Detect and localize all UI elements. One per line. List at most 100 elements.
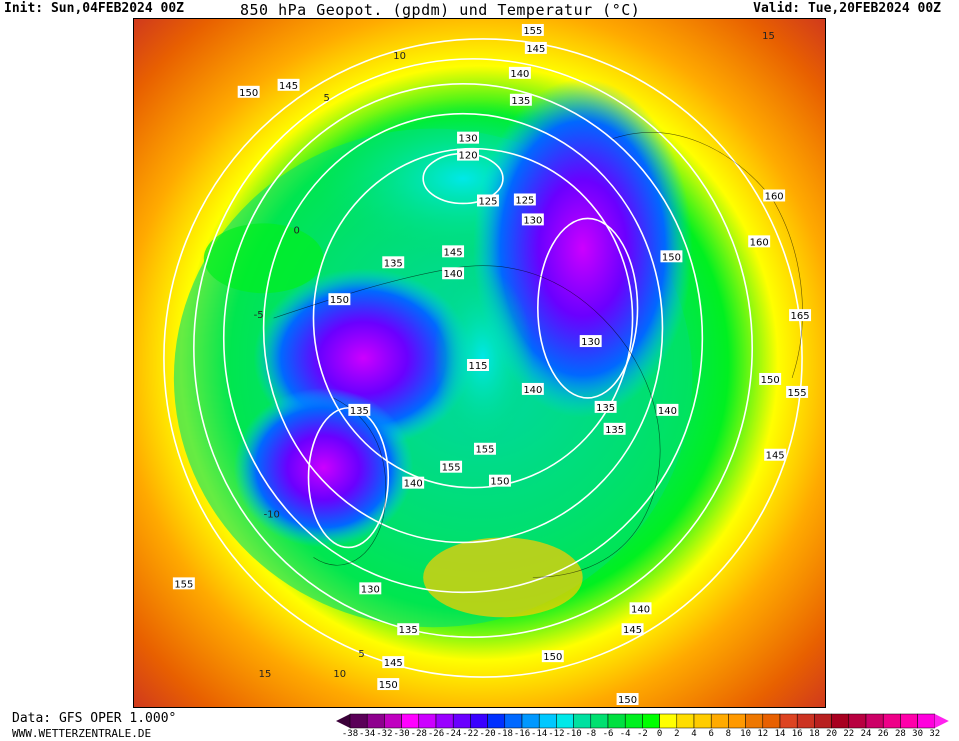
geopotential-label: 130	[521, 213, 544, 226]
svg-text:145: 145	[444, 247, 463, 258]
legend-tick: -6	[602, 729, 614, 739]
geopotential-label: 135	[382, 256, 405, 269]
geopotential-label: 160	[748, 235, 771, 248]
geopotential-label: 140	[442, 267, 465, 280]
svg-text:155: 155	[788, 388, 807, 399]
svg-text:115: 115	[468, 361, 487, 372]
legend-min-arrow	[336, 714, 350, 728]
legend-tick: -24	[445, 729, 462, 739]
temperature-label: -5	[254, 310, 264, 321]
svg-text:140: 140	[631, 604, 650, 615]
svg-text:140: 140	[404, 479, 423, 490]
svg-text:140: 140	[444, 269, 463, 280]
legend-tick: 18	[808, 729, 820, 739]
legend-tick: -20	[479, 729, 496, 739]
svg-text:150: 150	[618, 695, 637, 706]
svg-text:140: 140	[658, 406, 677, 417]
legend-swatch	[470, 713, 488, 729]
legend-tick: -28	[410, 729, 427, 739]
svg-text:155: 155	[475, 445, 494, 456]
temperature-label: -10	[264, 510, 280, 521]
temperature-label: 5	[358, 649, 364, 660]
legend-tick: -26	[427, 729, 445, 739]
svg-text:145: 145	[384, 658, 403, 669]
geopotential-label: 135	[348, 403, 371, 417]
geopotential-label: 150	[237, 85, 260, 99]
legend-tick: 10	[740, 729, 752, 739]
legend-tick: 24	[860, 729, 872, 739]
svg-text:140: 140	[523, 385, 542, 396]
legend-swatch	[487, 713, 506, 729]
svg-text:135: 135	[605, 425, 624, 436]
legend-tick: -34	[359, 729, 376, 739]
temperature-label: 5	[323, 93, 329, 104]
legend-tick: 12	[757, 729, 769, 739]
geopotential-label: 165	[789, 309, 812, 322]
legend-tick: -30	[393, 729, 410, 739]
legend-tick: 0	[656, 729, 663, 739]
legend-swatch	[418, 713, 437, 729]
legend-swatch	[796, 713, 815, 729]
svg-text:135: 135	[511, 96, 530, 107]
data-source: Data: GFS OPER 1.000°	[12, 711, 177, 726]
geopotential-label: 130	[579, 335, 602, 348]
geopotential-label: 150	[660, 250, 683, 263]
legend-swatch	[693, 713, 712, 729]
geopotential-label: 155	[440, 460, 463, 474]
legend-tick: 32	[929, 729, 941, 739]
geopotential-label: 145	[277, 78, 300, 92]
svg-text:135: 135	[350, 406, 369, 417]
legend-swatch	[865, 713, 884, 729]
legend-tick: 6	[708, 729, 714, 739]
legend-swatch	[349, 713, 368, 729]
temperature-label: 10	[393, 51, 406, 62]
geopotential-label: 145	[621, 623, 644, 636]
legend-tick: -4	[619, 729, 631, 739]
legend-tick: -22	[462, 729, 479, 739]
temperature-label: 15	[762, 31, 775, 42]
geopotential-label: 130	[457, 131, 480, 145]
legend-swatch	[452, 713, 471, 729]
legend-tick: 26	[877, 729, 889, 739]
geopotential-label: 140	[508, 66, 531, 80]
geopotential-label: 140	[656, 403, 679, 417]
geopotential-label: 150	[541, 650, 564, 663]
geopotential-label: 155	[521, 23, 544, 37]
legend-tick: -32	[376, 729, 393, 739]
contour-labels: 1551451401351301251201151351401451501301…	[172, 23, 812, 706]
svg-text:135: 135	[399, 625, 418, 636]
geopotential-label: 115	[467, 359, 489, 372]
geopotential-contours	[163, 38, 803, 678]
legend-tick: -8	[585, 729, 597, 739]
legend-swatch	[831, 713, 850, 729]
svg-text:155: 155	[442, 463, 461, 474]
legend-swatch	[624, 713, 643, 729]
legend-tick: 30	[912, 729, 924, 739]
legend-swatch	[366, 713, 385, 729]
init-time: Init: Sun,04FEB2024 00Z	[4, 1, 185, 16]
legend-swatch	[607, 713, 626, 729]
legend-tick: -2	[636, 729, 648, 739]
legend-swatch	[384, 713, 402, 729]
website[interactable]: WWW.WETTERZENTRALE.DE	[12, 727, 152, 740]
cold-pool-canada	[233, 387, 414, 548]
valid-time: Valid: Tue,20FEB2024 00Z	[753, 1, 941, 16]
legend-swatch	[917, 713, 936, 729]
legend-max-arrow	[934, 714, 949, 728]
geopotential-label: 135	[603, 422, 626, 436]
svg-text:165: 165	[791, 311, 810, 322]
legend-swatch	[659, 713, 678, 729]
svg-text:145: 145	[279, 81, 298, 92]
legend-swatch	[435, 713, 454, 729]
geopotential-label: 125	[477, 194, 499, 207]
legend-tick: 20	[826, 729, 838, 739]
geopotential-label: 145	[382, 656, 405, 669]
svg-text:130: 130	[581, 337, 600, 348]
legend-swatch	[642, 713, 660, 729]
geopotential-label: 140	[521, 382, 544, 396]
geopotential-label: 120	[457, 148, 480, 162]
legend-swatch	[882, 713, 901, 729]
svg-text:150: 150	[330, 295, 349, 306]
legend-swatch	[521, 713, 540, 729]
color-legend	[336, 713, 949, 729]
